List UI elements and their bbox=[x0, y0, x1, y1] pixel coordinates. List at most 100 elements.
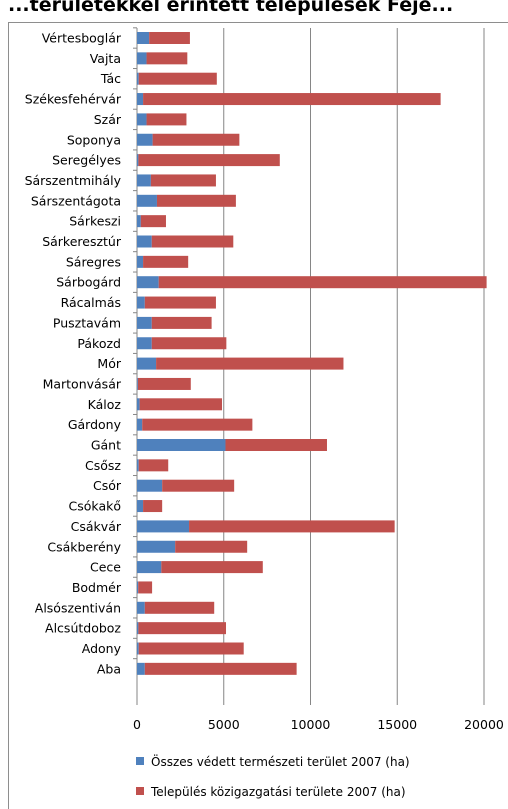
category-label: Tác bbox=[100, 71, 121, 86]
bar-segment-protected bbox=[137, 377, 138, 390]
bar-segment-settlement bbox=[156, 194, 236, 207]
category-label: Cece bbox=[90, 560, 121, 575]
bar-segment-settlement bbox=[139, 398, 223, 411]
bar-segment-settlement bbox=[149, 32, 190, 44]
bar-segment-protected bbox=[137, 520, 190, 533]
bar-segment-settlement bbox=[225, 439, 327, 451]
bar-segment-settlement bbox=[138, 642, 244, 655]
bar-segment-protected bbox=[137, 581, 139, 594]
category-label: Székesfehérvár bbox=[25, 92, 122, 107]
bar-segment-settlement bbox=[143, 93, 441, 106]
bar-segment-protected bbox=[137, 357, 157, 370]
bar-segment-protected bbox=[137, 540, 176, 553]
bar-segment-protected bbox=[137, 194, 157, 207]
bar-segment-settlement bbox=[137, 377, 191, 390]
bar-segment-protected bbox=[137, 418, 143, 431]
bar-segment-protected bbox=[137, 296, 145, 309]
bar-segment-settlement bbox=[140, 215, 166, 228]
x-tick-label: 20000 bbox=[464, 717, 504, 732]
category-label: Csókakő bbox=[69, 499, 121, 514]
category-label: Bodmér bbox=[72, 580, 122, 595]
x-tick-label: 5000 bbox=[208, 717, 240, 732]
category-label: Gárdony bbox=[68, 417, 122, 432]
bar-segment-settlement bbox=[162, 479, 235, 492]
bar-segment-settlement bbox=[138, 622, 227, 635]
bar-segment-protected bbox=[137, 154, 139, 167]
legend: Összes védett természeti terület 2007 (h… bbox=[136, 753, 410, 799]
category-label: Vajta bbox=[90, 51, 121, 66]
category-label: Soponya bbox=[67, 132, 121, 147]
bar-segment-settlement bbox=[146, 113, 187, 126]
bar-segment-settlement bbox=[151, 235, 234, 248]
category-label: Sárszentmihály bbox=[25, 173, 122, 188]
bar-segment-protected bbox=[137, 93, 144, 106]
bar-segment-protected bbox=[137, 662, 145, 675]
category-label: Pákozd bbox=[77, 336, 121, 351]
category-label: Sáregres bbox=[66, 254, 121, 269]
bar-segment-protected bbox=[137, 32, 150, 44]
category-label: Rácalmás bbox=[61, 295, 121, 310]
bar-segment-settlement bbox=[152, 133, 240, 146]
bar-segment-protected bbox=[137, 601, 145, 614]
legend-swatch bbox=[136, 757, 144, 765]
bar-segment-settlement bbox=[143, 255, 189, 268]
bar-segment-protected bbox=[137, 276, 159, 289]
bar-segment-protected bbox=[137, 72, 139, 85]
x-tick-label: 15000 bbox=[377, 717, 417, 732]
x-tick-labels: 0 5000 10000 15000 20000 bbox=[133, 717, 504, 732]
x-tick-label: 10000 bbox=[291, 717, 331, 732]
bar-segment-protected bbox=[137, 255, 144, 268]
bar-segment-protected bbox=[137, 316, 152, 329]
category-label: Adony bbox=[82, 641, 122, 656]
bar-segment-settlement bbox=[144, 601, 215, 614]
bar-segment-settlement bbox=[175, 540, 248, 553]
bar-segment-protected bbox=[137, 52, 147, 65]
bars bbox=[137, 32, 487, 675]
chart-frame bbox=[8, 22, 508, 809]
category-label: Csór bbox=[93, 478, 122, 493]
category-label: Sárkeresztúr bbox=[42, 234, 122, 249]
category-label: Mór bbox=[97, 356, 121, 371]
bar-segment-settlement bbox=[138, 581, 153, 594]
bar-segment-settlement bbox=[138, 72, 217, 85]
category-label: Aba bbox=[97, 661, 121, 676]
bar-segment-protected bbox=[137, 439, 226, 451]
category-label: Csákvár bbox=[71, 519, 122, 534]
legend-label: Összes védett természeti terület 2007 (h… bbox=[151, 753, 410, 769]
category-label: Gánt bbox=[91, 438, 121, 453]
category-label: Sárszentágota bbox=[31, 193, 121, 208]
category-label: Sárkeszi bbox=[69, 214, 121, 229]
bar-segment-settlement bbox=[151, 337, 227, 350]
bar-segment-protected bbox=[137, 479, 163, 492]
bar-segment-protected bbox=[137, 174, 151, 187]
category-label: Pusztavám bbox=[53, 315, 121, 330]
category-labels: Vértesboglár Vajta Tác Székesfehérvár Szár So… bbox=[25, 31, 122, 677]
bar-segment-settlement bbox=[189, 520, 395, 533]
bar-segment-settlement bbox=[144, 296, 216, 309]
chart-title: ...területekkel érintett települések Fej… bbox=[8, 0, 454, 16]
bar-segment-protected bbox=[137, 113, 147, 126]
bar-segment-settlement bbox=[161, 561, 263, 574]
legend-swatch bbox=[136, 787, 144, 795]
legend-label: Település közigazgatási területe 2007 (h… bbox=[150, 785, 406, 799]
category-label: Vértesboglár bbox=[42, 31, 122, 46]
category-label: Alcsútdoboz bbox=[45, 621, 121, 636]
bar-segment-protected bbox=[137, 561, 162, 574]
bar-segment-protected bbox=[137, 398, 140, 411]
bar-segment-protected bbox=[137, 215, 141, 228]
bar-segment-protected bbox=[137, 500, 144, 513]
bar-segment-protected bbox=[137, 337, 152, 350]
bar-segment-settlement bbox=[143, 500, 163, 513]
category-label: Seregélyes bbox=[52, 153, 121, 168]
bar-segment-protected bbox=[137, 459, 139, 472]
bar-segment-protected bbox=[137, 133, 153, 146]
bar-segment-settlement bbox=[158, 276, 487, 289]
bar-segment-protected bbox=[137, 235, 152, 248]
bar-segment-settlement bbox=[138, 459, 169, 472]
category-label: Martonvásár bbox=[43, 376, 122, 391]
bar-segment-protected bbox=[137, 642, 139, 655]
category-label: Káloz bbox=[88, 397, 122, 412]
bar-segment-settlement bbox=[150, 174, 216, 187]
category-label: Szár bbox=[94, 112, 122, 127]
